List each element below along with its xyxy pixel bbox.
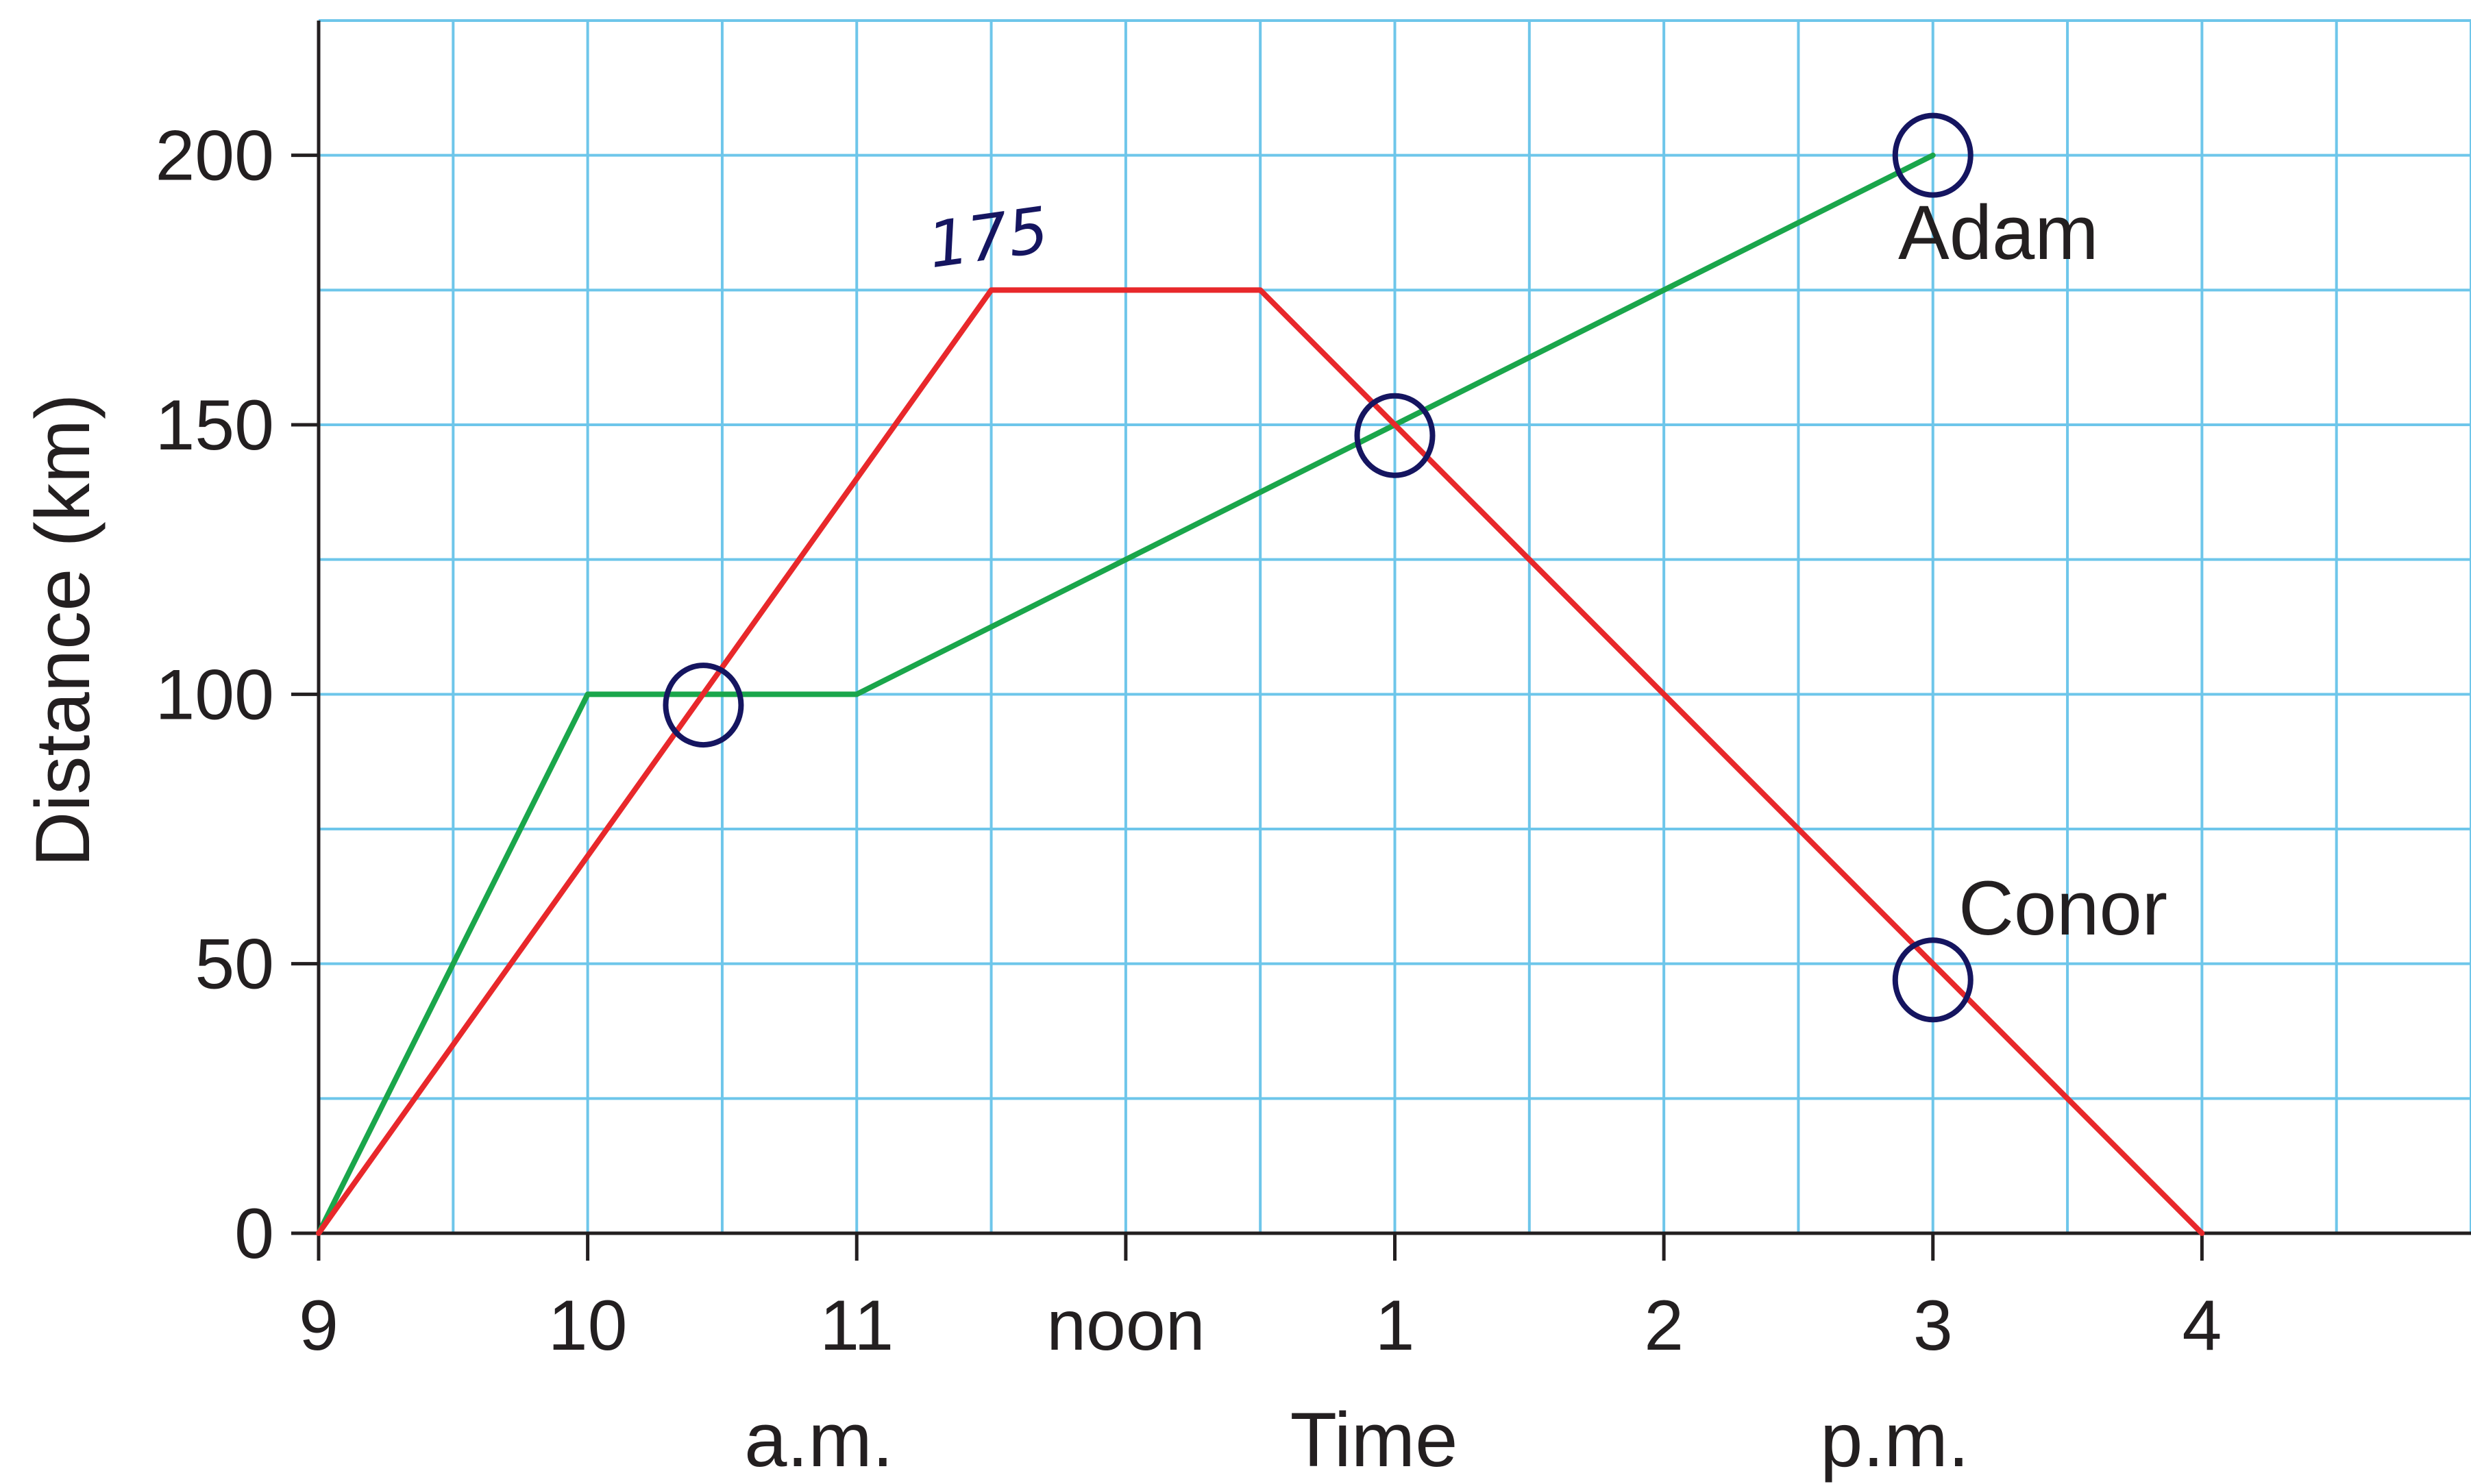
handwritten-circle bbox=[1892, 937, 1974, 1023]
y-tick-label: 0 bbox=[234, 1194, 274, 1274]
axes bbox=[291, 21, 2471, 1261]
series-lines bbox=[316, 152, 2205, 1236]
x-tick-label: 9 bbox=[299, 1286, 339, 1365]
x-tick-label: 11 bbox=[820, 1286, 894, 1365]
series-line-conor bbox=[316, 287, 2205, 1236]
x-tick-label: noon bbox=[1046, 1286, 1205, 1365]
y-tick-label: 50 bbox=[195, 925, 274, 1004]
handwritten-circle bbox=[663, 663, 744, 748]
pm-label: p.m. bbox=[1820, 1397, 1969, 1483]
x-axis-ticks: 9 10 11 noon 1 2 3 4 bbox=[299, 1233, 2222, 1365]
handwritten-circle bbox=[1354, 393, 1436, 478]
series-label-adam: Adam bbox=[1898, 190, 2099, 275]
series-label-conor: Conor bbox=[1958, 865, 2167, 951]
handwritten-circle bbox=[1892, 112, 1974, 198]
y-tick-label: 150 bbox=[155, 386, 274, 465]
annotations: 175 bbox=[663, 112, 1974, 1023]
y-tick-label: 200 bbox=[155, 116, 274, 196]
x-tick-label: 1 bbox=[1375, 1286, 1415, 1365]
y-axis-label: Distance (km) bbox=[20, 394, 106, 867]
grid bbox=[317, 19, 2471, 1235]
y-tick-label: 100 bbox=[155, 655, 274, 734]
y-axis-ticks: 0 50 100 150 200 bbox=[155, 116, 319, 1274]
x-tick-label: 3 bbox=[1913, 1286, 1953, 1365]
am-label: a.m. bbox=[744, 1397, 894, 1483]
x-tick-label: 10 bbox=[548, 1286, 628, 1365]
x-tick-label: 4 bbox=[2182, 1286, 2222, 1365]
handwritten-note: 175 bbox=[924, 193, 1053, 282]
x-axis-label: Time bbox=[1290, 1397, 1458, 1483]
x-tick-label: 2 bbox=[1644, 1286, 1684, 1365]
